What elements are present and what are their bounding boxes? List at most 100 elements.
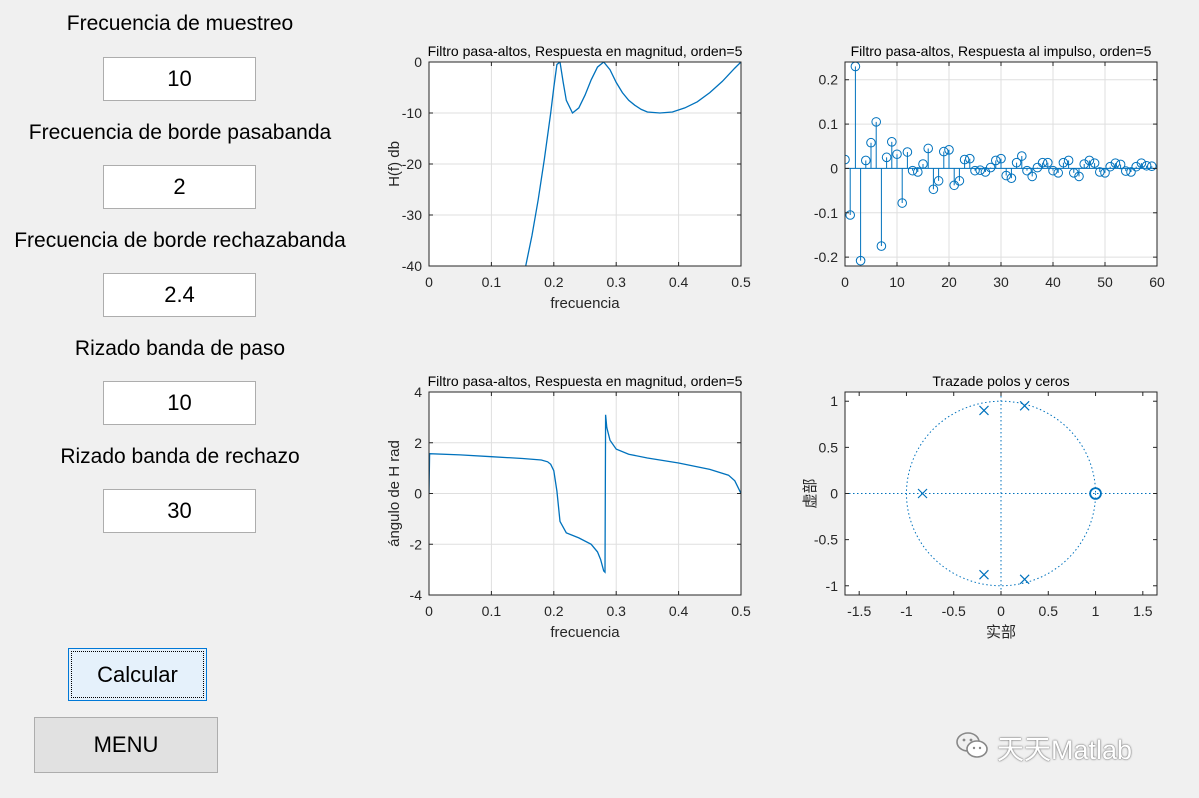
stem-marker <box>845 210 856 220</box>
stem-marker <box>897 198 908 208</box>
stem-marker <box>866 137 876 148</box>
y-tick-label: 0.5 <box>819 439 839 455</box>
stem-marker <box>1100 168 1110 178</box>
sampling-frequency-label: Frecuencia de muestreo <box>66 12 294 35</box>
stem-marker <box>1011 157 1022 168</box>
y-tick-label: 0 <box>414 486 422 502</box>
chart-title: Filtro pasa-altos, Respuesta en magnitud… <box>428 43 743 59</box>
stem-marker <box>918 159 928 169</box>
x-tick-label: 0.4 <box>669 274 689 290</box>
stem-marker <box>887 137 897 147</box>
stem-marker <box>1058 157 1069 168</box>
stopband-edge-input[interactable]: 2.4 <box>103 273 256 317</box>
pole-marker <box>979 405 989 416</box>
stem-marker <box>1131 161 1141 172</box>
x-axis-label: frecuencia <box>550 295 620 312</box>
x-tick-label: 0 <box>425 274 433 290</box>
stem-marker <box>939 146 949 157</box>
x-tick-label: 0.3 <box>606 603 626 619</box>
data-layer <box>429 414 741 574</box>
y-tick-label: -10 <box>402 105 422 121</box>
passband-edge-label: Frecuencia de borde pasabanda <box>28 121 332 144</box>
stem-marker <box>928 184 939 195</box>
chart-2 <box>844 61 1158 267</box>
y-tick-label: 0 <box>414 54 422 70</box>
y-tick-label: -30 <box>402 207 422 223</box>
data-layer <box>845 62 1157 266</box>
y-tick-label: -0.1 <box>814 205 838 221</box>
y-tick-label: -20 <box>402 156 422 172</box>
x-tick-label: -1.5 <box>847 603 871 619</box>
stem-marker <box>892 149 902 160</box>
stem-marker <box>1032 162 1043 173</box>
stem-marker <box>996 153 1006 164</box>
y-tick-label: 0.1 <box>819 116 839 132</box>
stem-marker <box>861 155 871 166</box>
calculate-button[interactable]: Calcular <box>68 648 207 701</box>
x-tick-label: 0.1 <box>482 274 502 290</box>
stem-marker <box>1048 165 1058 176</box>
x-tick-label: 0.4 <box>669 603 689 619</box>
x-tick-label: 0 <box>997 603 1005 619</box>
x-tick-label: 10 <box>889 274 905 290</box>
stopband-edge-label: Frecuencia de borde rechazabanda <box>14 229 346 252</box>
sampling-frequency-input[interactable]: 10 <box>103 57 256 101</box>
stopband-ripple-label: Rizado banda de rechazo <box>60 445 300 468</box>
stem-marker <box>907 165 918 176</box>
stem-marker <box>1022 165 1032 176</box>
pole-marker <box>1019 400 1030 411</box>
stem-marker <box>944 145 954 155</box>
x-tick-label: 40 <box>1045 274 1061 290</box>
stem-marker <box>970 165 980 176</box>
stem-marker <box>1115 159 1126 170</box>
stem-marker <box>923 143 934 154</box>
x-tick-label: 1 <box>1092 603 1100 619</box>
y-axis-label: ángulo de H rad <box>386 440 403 547</box>
stem-marker <box>954 176 965 186</box>
y-axis-label: 虚部 <box>802 478 819 508</box>
stem-marker <box>855 255 866 266</box>
y-tick-label: -4 <box>410 587 423 603</box>
y-tick-label: 4 <box>414 384 422 400</box>
stem-marker <box>1084 155 1095 166</box>
chart-title: Filtro pasa-altos, Respuesta en magnitud… <box>428 373 743 389</box>
stem-marker <box>933 176 944 186</box>
stem-marker <box>1017 151 1027 161</box>
stem-marker <box>1126 167 1136 177</box>
stem-marker <box>965 153 975 164</box>
stem-marker <box>1001 170 1012 181</box>
stopband-ripple-input[interactable]: 30 <box>103 489 256 533</box>
stem-marker <box>1043 157 1053 168</box>
stem-marker <box>902 147 913 157</box>
stem-marker <box>1063 155 1074 166</box>
series-line <box>429 414 741 574</box>
stem-marker <box>1069 168 1079 178</box>
x-tick-label: 0.5 <box>731 274 751 290</box>
x-tick-label: 0.2 <box>544 274 564 290</box>
wechat-icon <box>956 732 988 758</box>
stem-marker <box>959 154 970 165</box>
passband-edge-input[interactable]: 2 <box>103 165 256 209</box>
stem-marker <box>881 152 892 163</box>
data-layer <box>845 392 1157 595</box>
x-tick-label: -0.5 <box>942 603 966 619</box>
y-tick-label: -0.5 <box>814 532 838 548</box>
stem-marker <box>1141 160 1152 171</box>
stem-marker <box>1053 168 1063 178</box>
menu-button[interactable]: MENU <box>34 717 218 773</box>
y-tick-label: -0.2 <box>814 249 838 265</box>
x-tick-label: 0.2 <box>544 603 564 619</box>
x-axis-label: 实部 <box>986 624 1016 641</box>
stem-marker <box>991 155 1001 166</box>
stem-marker <box>1089 158 1100 168</box>
stem-marker <box>1037 157 1048 168</box>
passband-ripple-input[interactable]: 10 <box>103 381 256 425</box>
x-tick-label: 0 <box>841 274 849 290</box>
stem-marker <box>1147 161 1157 172</box>
x-tick-label: 0 <box>425 603 433 619</box>
y-tick-label: 0.2 <box>819 72 839 88</box>
chart-1 <box>428 61 742 267</box>
stem-marker <box>975 165 986 176</box>
y-tick-label: -1 <box>826 578 839 594</box>
